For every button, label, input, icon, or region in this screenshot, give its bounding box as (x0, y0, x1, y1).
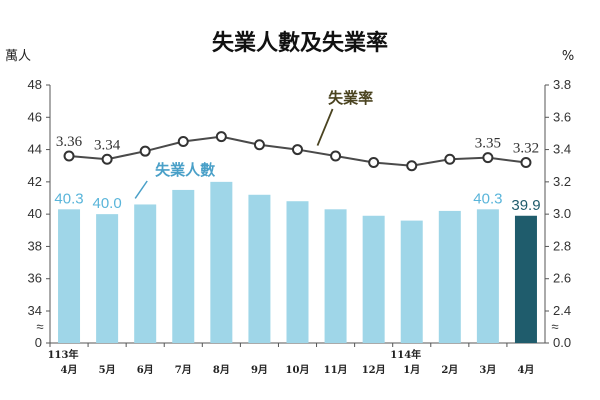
line-data-label: 3.35 (475, 136, 501, 152)
right-axis-break: ≈ (551, 319, 558, 334)
point-rate-5 (253, 139, 265, 151)
point-rate-3 (177, 136, 189, 147)
x-tick-label: 6月 (137, 364, 154, 376)
line-data-label: 3.32 (513, 140, 539, 156)
right-axis-unit: % (562, 49, 574, 64)
series-label-rate-arrow (316, 108, 334, 146)
right-tick-label: 3.6 (553, 109, 571, 124)
bar-data-label: 40.3 (473, 190, 502, 207)
point-rate-1 (101, 153, 113, 165)
left-tick-label: 34 (28, 303, 42, 318)
bar-unemployed-4 (210, 181, 233, 343)
left-tick-label: 48 (28, 77, 42, 92)
point-rate-6 (292, 144, 303, 156)
right-tick-label: 2.4 (553, 303, 571, 318)
bar-unemployed-12 (514, 215, 537, 343)
series-label-rate: 失業率 (328, 89, 373, 107)
series-label-unemployed-arrow (134, 180, 148, 199)
point-rate-9 (406, 160, 418, 172)
x-tick-label: 9月 (251, 364, 268, 376)
point-rate-11 (482, 152, 494, 164)
series-label-unemployed: 失業人數 (155, 161, 215, 179)
left-tick-label: 46 (28, 109, 42, 124)
x-year-label: 114年 (390, 348, 421, 361)
left-tick-label: 44 (28, 142, 42, 157)
x-tick-label: 8月 (213, 364, 230, 376)
point-rate-8 (368, 156, 380, 168)
left-tick-label: 42 (28, 174, 42, 189)
bar-unemployed-1 (96, 214, 119, 343)
bar-data-label: 40.3 (54, 190, 83, 207)
bar-unemployed-2 (134, 204, 157, 343)
chart-title: 失業人數及失業率 (212, 30, 388, 56)
x-year-label: 113年 (48, 348, 79, 361)
x-tick-label: 11月 (324, 364, 348, 376)
point-rate-12 (520, 156, 532, 168)
bar-unemployed-5 (248, 194, 271, 343)
x-tick-label: 12月 (362, 364, 386, 376)
x-tick-label: 10月 (286, 364, 310, 376)
x-tick-label: 2月 (441, 364, 458, 376)
x-tick-label: 5月 (99, 364, 116, 376)
x-tick-label: 1月 (403, 364, 420, 376)
plot-area: 0 34 36 38 40 42 44 46 48 0.0 2.4 2.6 2.8 3.0 3.2 3.4 3.… (28, 77, 572, 376)
line-data-label: 3.34 (94, 137, 121, 153)
x-tick-label: 7月 (175, 364, 192, 376)
left-tick-label: 36 (28, 271, 42, 286)
bar-unemployed-6 (286, 201, 309, 343)
point-rate-10 (444, 153, 456, 165)
right-tick-label: 3.8 (553, 77, 571, 92)
bar-unemployed-8 (362, 215, 385, 343)
right-tick-label: 2.8 (553, 238, 571, 253)
left-axis-unit: 萬人 (5, 49, 31, 64)
bar-data-label: 39.9 (511, 197, 540, 214)
bar-unemployed-9 (400, 220, 423, 343)
bar-unemployed-11 (476, 209, 499, 343)
left-tick-label: 40 (28, 206, 42, 221)
point-rate-7 (330, 150, 342, 162)
bar-unemployed-7 (324, 209, 347, 343)
line-data-label: 3.36 (56, 134, 83, 150)
bar-unemployed-3 (172, 189, 195, 343)
left-axis-break: ≈ (36, 319, 43, 334)
bar-data-label: 40.0 (93, 195, 122, 212)
left-tick-label: 38 (28, 238, 42, 253)
right-tick-label: 3.4 (553, 142, 571, 157)
bar-unemployed-0 (58, 209, 81, 343)
x-tick-label: 4月 (61, 364, 78, 376)
x-tick-label: 4月 (517, 364, 534, 376)
point-rate-2 (139, 145, 151, 157)
x-tick-label: 3月 (479, 364, 496, 376)
point-rate-0 (63, 150, 75, 162)
right-tick-label: 3.2 (553, 174, 571, 189)
left-tick-label: 0 (35, 335, 42, 350)
right-tick-label: 2.6 (553, 271, 571, 286)
right-tick-label: 3.0 (553, 206, 571, 221)
bar-unemployed-10 (438, 210, 461, 343)
right-tick-label: 0.0 (553, 335, 571, 350)
point-rate-4 (215, 131, 227, 143)
